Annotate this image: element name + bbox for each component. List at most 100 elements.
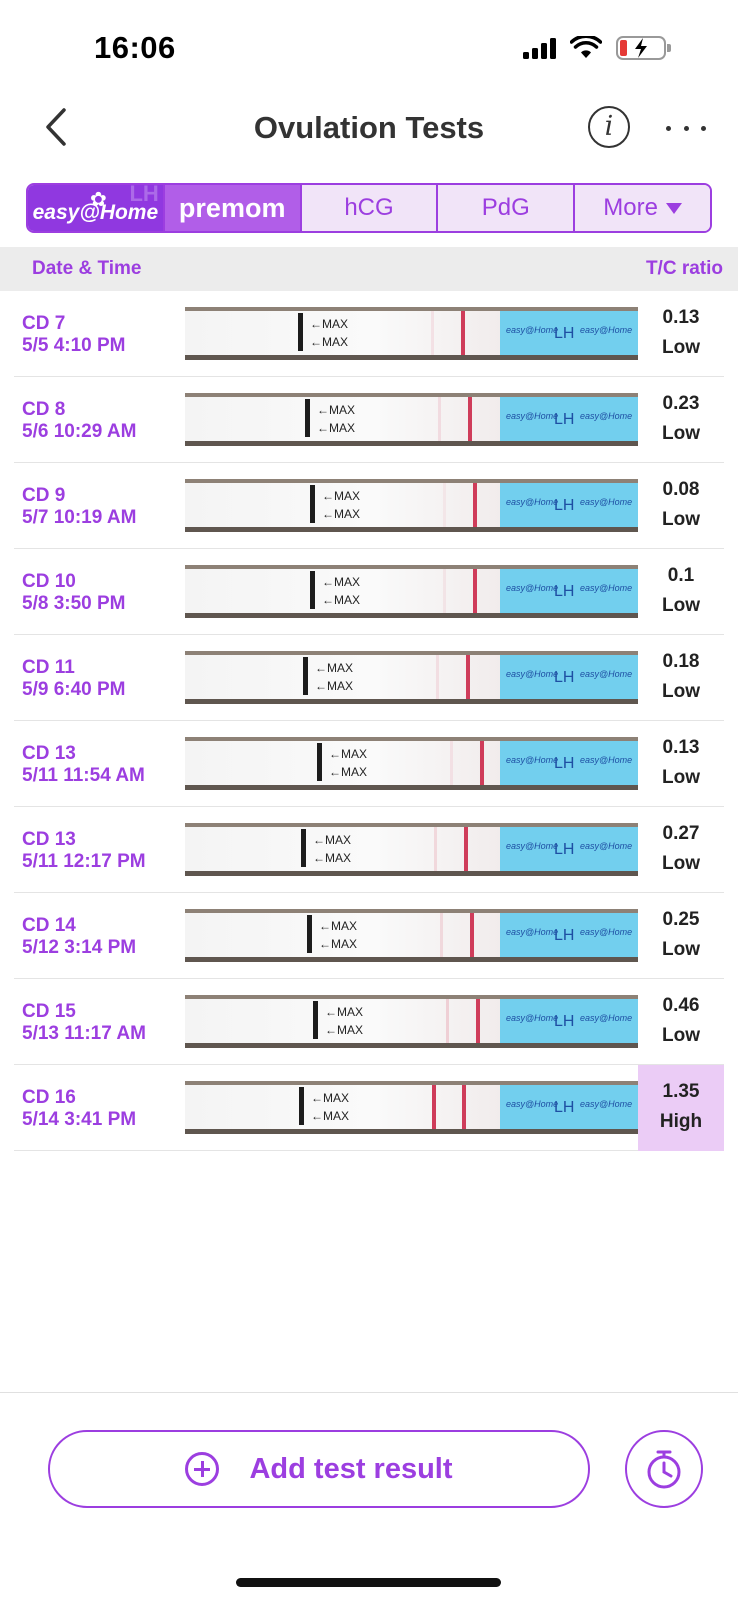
strip-brand-text: easy@Home (580, 497, 633, 507)
strip-lh-text: LH (554, 669, 575, 686)
tab-label: More (603, 194, 658, 221)
strip-max-label: ←MAX (325, 1023, 364, 1037)
strip-test-line (431, 311, 434, 355)
test-result-row[interactable]: CD 9 5/7 10:19 AM ←MAX ←MAX easy@Home LH easy@… (14, 463, 724, 549)
column-header-ratio: T/C ratio (645, 258, 723, 279)
strip-control-line (480, 741, 484, 785)
test-datetime: 5/7 10:19 AM (22, 507, 137, 528)
more-options-icon[interactable] (666, 108, 706, 148)
test-strip-image[interactable]: ←MAX ←MAX easy@Home LH easy@Home (185, 307, 638, 360)
cycle-day: CD 14 (22, 915, 76, 936)
status-icons (523, 36, 671, 60)
tab-hcg[interactable]: hCG (301, 185, 439, 231)
strip-max-label: ←MAX (315, 679, 354, 693)
strip-test-line (434, 827, 437, 871)
lh-level: Low (662, 939, 700, 960)
strip-test-line (440, 913, 443, 957)
tc-ratio-value: 0.27 (662, 823, 700, 844)
strip-max-marker (303, 657, 308, 695)
test-datetime: 5/6 10:29 AM (22, 421, 137, 442)
tab-premom[interactable]: premom (164, 185, 302, 231)
tab-label: hCG (344, 194, 394, 221)
strip-max-label: ←MAX (311, 1091, 350, 1105)
test-datetime: 5/9 6:40 PM (22, 679, 126, 700)
table-header: Date & Time T/C ratio (0, 247, 738, 291)
strip-test-line (432, 1085, 436, 1129)
tab-easy-home[interactable]: LH ✿ easy@Home (28, 185, 165, 231)
back-chevron-icon[interactable] (38, 102, 78, 152)
tc-ratio-value: 1.35 (662, 1081, 700, 1102)
cellular-signal-icon (523, 37, 556, 59)
test-result-row[interactable]: CD 14 5/12 3:14 PM ←MAX ←MAX easy@Home LH easy… (14, 893, 724, 979)
page-title: Ovulation Tests (253, 110, 485, 145)
strip-brand-text: easy@Home (580, 669, 633, 679)
strip-lh-text: LH (554, 583, 575, 600)
test-strip-image[interactable]: ←MAX ←MAX easy@Home LH easy@Home (185, 823, 638, 876)
tab-pdg[interactable]: PdG (438, 185, 576, 231)
row-date: CD 14 5/12 3:14 PM (22, 915, 136, 959)
strip-brand-text: easy@Home (580, 927, 633, 937)
add-test-result-label: Add test result (249, 1452, 453, 1485)
test-result-row[interactable]: CD 13 5/11 11:54 AM ←MAX ←MAX easy@Home LH eas… (14, 721, 724, 807)
test-result-row[interactable]: CD 13 5/11 12:17 PM ←MAX ←MAX easy@Home LH eas… (14, 807, 724, 893)
row-date: CD 15 5/13 11:17 AM (22, 1001, 146, 1045)
test-strip-image[interactable]: ←MAX ←MAX easy@Home LH easy@Home (185, 1081, 638, 1134)
strip-brand-text: easy@Home (506, 325, 559, 335)
strip-brand-handle: easy@Home LH easy@Home (500, 655, 638, 699)
test-strip-image[interactable]: ←MAX ←MAX easy@Home LH easy@Home (185, 393, 638, 446)
timer-button[interactable] (625, 1430, 703, 1508)
caret-down-icon (665, 202, 682, 214)
cycle-day: CD 10 (22, 571, 76, 592)
strip-brand-text: easy@Home (580, 1013, 633, 1023)
strip-lh-text: LH (554, 841, 575, 858)
test-result-row[interactable]: CD 11 5/9 6:40 PM ←MAX ←MAX easy@Home LH easy@… (14, 635, 724, 721)
tab-more[interactable]: More (575, 185, 710, 231)
tc-ratio-value: 0.1 (667, 565, 695, 586)
strip-lh-text: LH (554, 1099, 575, 1116)
test-result-row[interactable]: CD 7 5/5 4:10 PM ←MAX ←MAX easy@Home LH easy@H… (14, 291, 724, 377)
strip-max-label: ←MAX (317, 403, 356, 417)
row-date: CD 13 5/11 11:54 AM (22, 743, 145, 787)
test-strip-image[interactable]: ←MAX ←MAX easy@Home LH easy@Home (185, 479, 638, 532)
test-result-row[interactable]: CD 10 5/8 3:50 PM ←MAX ←MAX easy@Home LH easy@… (14, 549, 724, 635)
strip-control-line (470, 913, 474, 957)
add-test-result-button[interactable]: Add test result (48, 1430, 590, 1508)
strip-brand-text: easy@Home (580, 411, 633, 421)
tc-ratio-value: 0.18 (662, 651, 700, 672)
strip-max-label: ←MAX (325, 1005, 364, 1019)
strip-max-label: ←MAX (329, 765, 368, 779)
test-strip-image[interactable]: ←MAX ←MAX easy@Home LH easy@Home (185, 651, 638, 704)
strip-max-marker (298, 313, 303, 351)
tc-ratio-cell: 0.13 Low (638, 721, 724, 807)
test-strip-image[interactable]: ←MAX ←MAX easy@Home LH easy@Home (185, 737, 638, 790)
status-time: 16:06 (94, 30, 176, 65)
test-result-row[interactable]: CD 16 5/14 3:41 PM ←MAX ←MAX easy@Home LH easy… (14, 1065, 724, 1151)
row-date: CD 10 5/8 3:50 PM (22, 571, 126, 615)
test-result-row[interactable]: CD 15 5/13 11:17 AM ←MAX ←MAX easy@Home LH eas… (14, 979, 724, 1065)
tab-label: easy@Home (32, 201, 159, 224)
strip-lh-text: LH (554, 497, 575, 514)
wifi-icon (570, 36, 602, 58)
cycle-day: CD 8 (22, 399, 66, 420)
test-strip-image[interactable]: ←MAX ←MAX easy@Home LH easy@Home (185, 909, 638, 962)
strip-test-line (443, 483, 446, 527)
strip-max-marker (317, 743, 322, 781)
strip-control-line (473, 569, 477, 613)
strip-max-marker (305, 399, 310, 437)
test-result-row[interactable]: CD 8 5/6 10:29 AM ←MAX ←MAX easy@Home LH easy@… (14, 377, 724, 463)
strip-test-line (446, 999, 449, 1043)
test-datetime: 5/11 12:17 PM (22, 851, 146, 872)
strip-brand-handle: easy@Home LH easy@Home (500, 569, 638, 613)
strip-control-line (462, 1085, 466, 1129)
info-icon[interactable]: i (588, 106, 630, 148)
strip-brand-text: easy@Home (506, 669, 559, 679)
test-strip-image[interactable]: ←MAX ←MAX easy@Home LH easy@Home (185, 995, 638, 1048)
strip-test-line (436, 655, 439, 699)
strip-brand-text: easy@Home (580, 1099, 633, 1109)
lh-level: Low (662, 337, 700, 358)
strip-brand-handle: easy@Home LH easy@Home (500, 311, 638, 355)
cycle-day: CD 15 (22, 1001, 76, 1022)
strip-brand-text: easy@Home (580, 325, 633, 335)
test-strip-image[interactable]: ←MAX ←MAX easy@Home LH easy@Home (185, 565, 638, 618)
lh-level: Low (662, 681, 700, 702)
